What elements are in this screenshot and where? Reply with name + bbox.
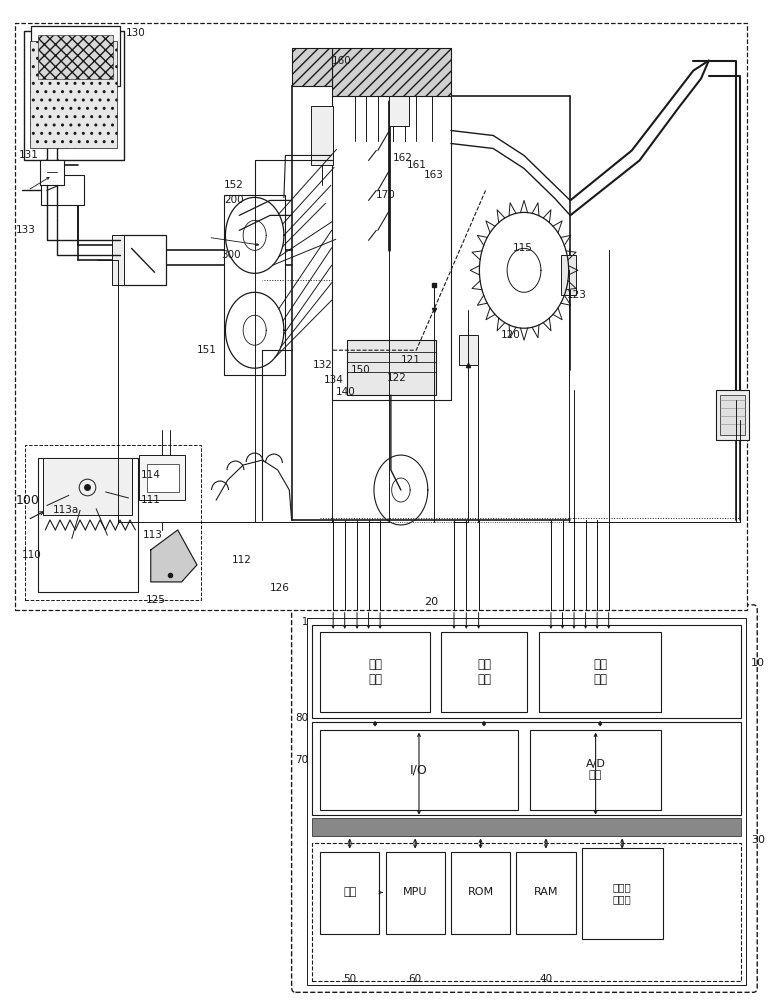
- Bar: [15, 23, 747, 610]
- Text: 100: 100: [16, 493, 40, 506]
- Bar: [582, 848, 662, 939]
- Bar: [716, 390, 749, 440]
- Bar: [540, 632, 661, 712]
- Text: 112: 112: [231, 555, 251, 565]
- Text: 114: 114: [141, 470, 160, 480]
- Text: 70: 70: [295, 755, 308, 765]
- Polygon shape: [151, 530, 197, 582]
- Text: 80: 80: [295, 713, 308, 723]
- Bar: [38, 35, 113, 79]
- Text: 130: 130: [126, 28, 145, 38]
- Text: 20: 20: [424, 597, 438, 607]
- Text: 132: 132: [312, 360, 332, 370]
- Bar: [320, 632, 430, 712]
- Bar: [332, 48, 451, 96]
- Bar: [312, 625, 741, 718]
- Text: 162: 162: [393, 153, 413, 163]
- Text: 151: 151: [197, 345, 217, 355]
- Text: 10: 10: [751, 658, 765, 668]
- Text: 150: 150: [351, 365, 371, 375]
- Bar: [451, 852, 510, 934]
- Text: 134: 134: [324, 375, 344, 385]
- Text: 50: 50: [343, 974, 356, 984]
- Bar: [517, 852, 576, 934]
- Text: 300: 300: [221, 250, 241, 260]
- Bar: [140, 455, 185, 500]
- Bar: [41, 175, 84, 205]
- Text: 1: 1: [302, 617, 308, 627]
- Bar: [441, 632, 527, 712]
- Text: 111: 111: [141, 495, 160, 505]
- Text: 123: 123: [567, 290, 586, 300]
- Text: 40: 40: [539, 974, 552, 984]
- Text: 200: 200: [224, 195, 244, 205]
- Bar: [312, 843, 741, 981]
- Bar: [40, 160, 64, 185]
- Text: 163: 163: [424, 170, 444, 180]
- Bar: [320, 730, 518, 810]
- Text: 定时器
计数器: 定时器 计数器: [613, 883, 631, 904]
- Bar: [320, 852, 379, 934]
- Text: 数字
输入: 数字 输入: [477, 658, 491, 686]
- Bar: [24, 31, 124, 160]
- Text: 120: 120: [501, 330, 520, 340]
- Bar: [347, 340, 436, 395]
- Text: 131: 131: [19, 150, 39, 160]
- Bar: [312, 818, 741, 836]
- Bar: [311, 106, 333, 165]
- Text: 110: 110: [22, 550, 42, 560]
- Text: 113a: 113a: [53, 505, 79, 515]
- Bar: [312, 722, 741, 815]
- Text: RAM: RAM: [534, 887, 558, 897]
- Bar: [459, 335, 478, 365]
- Text: 126: 126: [270, 583, 290, 593]
- Text: 输出
电路: 输出 电路: [368, 658, 382, 686]
- Bar: [25, 445, 200, 600]
- Text: 60: 60: [408, 974, 421, 984]
- Text: 152: 152: [224, 180, 244, 190]
- Bar: [389, 96, 409, 126]
- Text: 121: 121: [401, 355, 421, 365]
- Bar: [38, 458, 138, 592]
- Bar: [530, 730, 661, 810]
- Bar: [224, 195, 285, 375]
- Text: 133: 133: [16, 225, 36, 235]
- Text: I/O: I/O: [410, 763, 428, 776]
- Text: 115: 115: [513, 243, 532, 253]
- Bar: [30, 41, 117, 148]
- Text: MPU: MPU: [403, 887, 427, 897]
- Text: 30: 30: [751, 835, 765, 845]
- Text: 模拟
输入: 模拟 输入: [593, 658, 608, 686]
- Text: ROM: ROM: [467, 887, 493, 897]
- Bar: [561, 255, 577, 295]
- Text: 170: 170: [376, 190, 396, 200]
- Bar: [43, 458, 132, 515]
- Bar: [32, 26, 120, 86]
- Bar: [120, 235, 167, 285]
- Bar: [386, 852, 445, 934]
- Text: 140: 140: [335, 387, 355, 397]
- Text: 时钟: 时钟: [343, 887, 356, 897]
- Text: A/D
变换: A/D 变换: [586, 759, 605, 780]
- Text: 161: 161: [407, 160, 427, 170]
- Text: 160: 160: [332, 56, 352, 66]
- Bar: [307, 618, 746, 985]
- Bar: [147, 464, 179, 492]
- Bar: [113, 235, 124, 285]
- Text: 122: 122: [387, 373, 407, 383]
- Bar: [720, 395, 745, 435]
- FancyBboxPatch shape: [291, 605, 757, 992]
- Text: 125: 125: [146, 595, 165, 605]
- Text: 113: 113: [143, 530, 163, 540]
- Bar: [291, 48, 332, 86]
